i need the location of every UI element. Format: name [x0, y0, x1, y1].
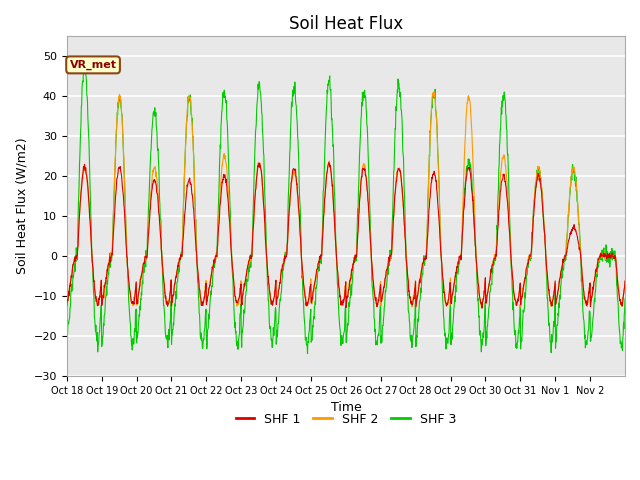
Y-axis label: Soil Heat Flux (W/m2): Soil Heat Flux (W/m2): [15, 138, 28, 274]
X-axis label: Time: Time: [330, 401, 361, 414]
Legend: SHF 1, SHF 2, SHF 3: SHF 1, SHF 2, SHF 3: [230, 408, 461, 431]
Text: VR_met: VR_met: [70, 60, 116, 70]
Title: Soil Heat Flux: Soil Heat Flux: [289, 15, 403, 33]
